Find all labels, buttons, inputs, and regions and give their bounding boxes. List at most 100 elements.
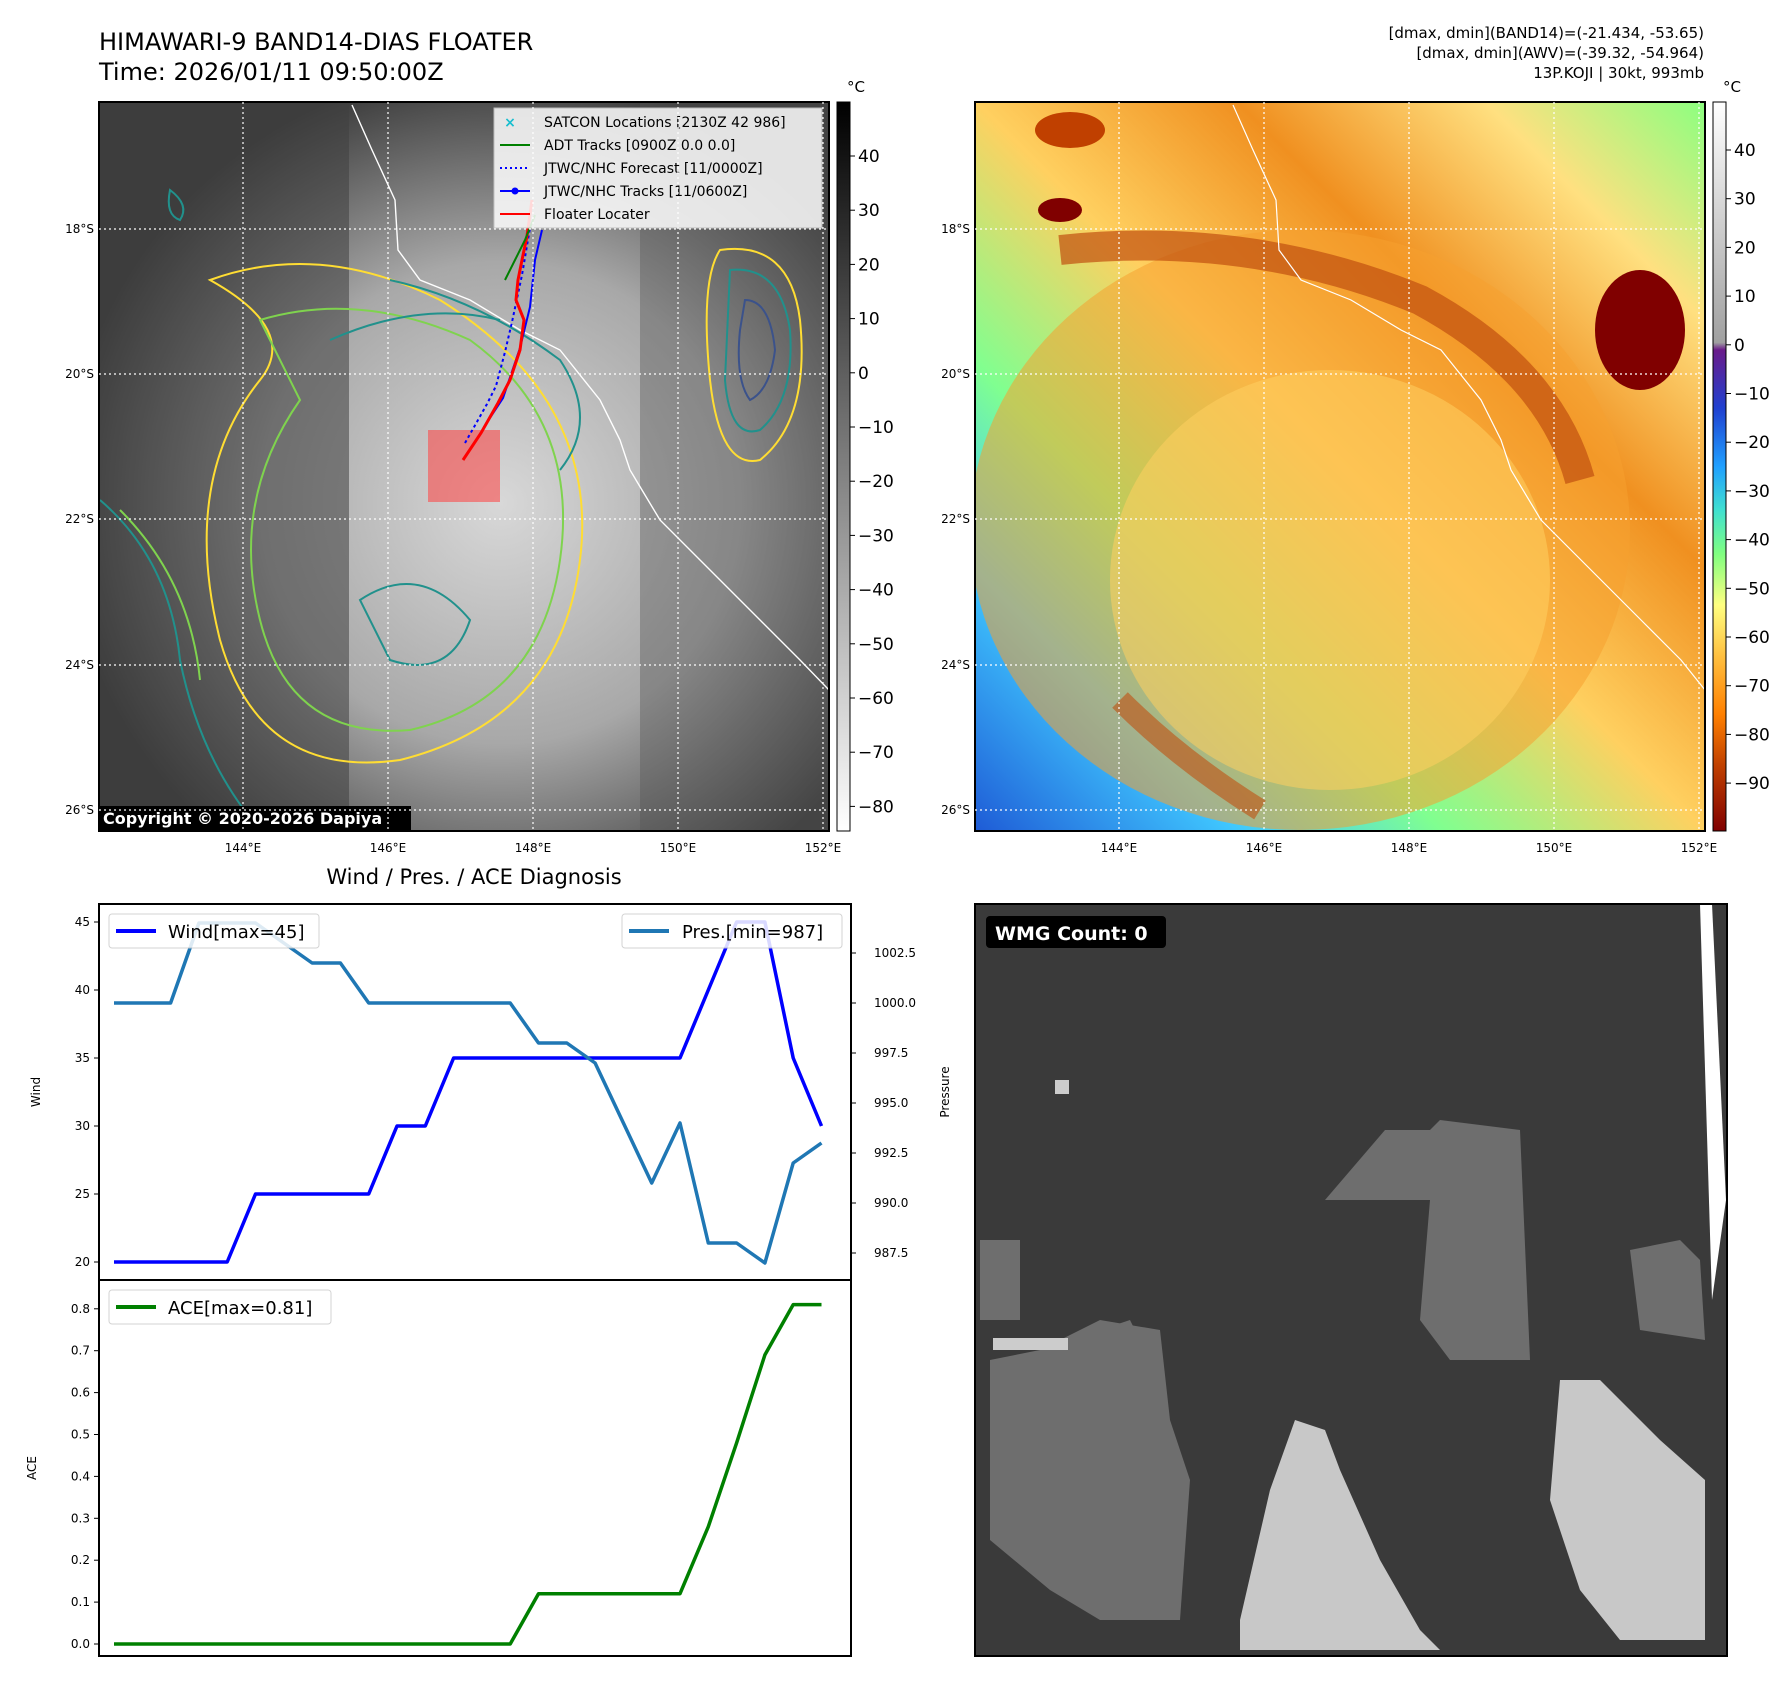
pressure-tick-label: 990.0	[874, 1196, 908, 1210]
map-gridlines: 18°S 18°S 20°S 20°S 22°S 22°S 24°S 24°S 26°S 26°S…	[65, 102, 1717, 855]
map-legend: × SATCON Locations [2130Z 42 986] ADT Trac…	[493, 107, 823, 229]
pressure-tick-label: 987.5	[874, 1246, 908, 1260]
ace-tick-label: 0.6	[71, 1386, 90, 1400]
colorbar-left: °C 40 30 20 10 0 −10 −20 −30 −40 −50 −60 −70 −80	[836, 78, 894, 832]
lat-label: 20°S	[941, 367, 970, 381]
colorbar-tick-label: −50	[858, 635, 894, 655]
lat-label: 22°S	[65, 512, 94, 526]
colorbar-tick-label: 10	[858, 310, 880, 330]
pressure-tick-label: 992.5	[874, 1146, 908, 1160]
wind-tick-label: 30	[75, 1119, 90, 1133]
colorbar-left-unit: °C	[847, 78, 865, 96]
colorbar-right-unit: °C	[1723, 78, 1741, 96]
pressure-tick-label: 1000.0	[874, 996, 916, 1010]
ace-tick-label: 0.1	[71, 1595, 90, 1609]
colorbar-tick-label: −80	[858, 797, 894, 817]
colorbar-tick-label: −70	[1734, 677, 1770, 697]
colorbar-tick-label: −50	[1734, 579, 1770, 599]
colorbar-tick-label: 20	[1734, 238, 1756, 258]
ace-tick-label: 0.7	[71, 1344, 90, 1358]
wind-ylabel: Wind	[29, 1077, 43, 1107]
lon-label: 150°E	[660, 841, 697, 855]
legend-label: JTWC/NHC Tracks [11/0600Z]	[543, 184, 747, 200]
ace-legend: ACE[max=0.81]	[168, 1298, 312, 1319]
colorbar-tick-label: 20	[858, 255, 880, 275]
diagnosis-title: Wind / Pres. / ACE Diagnosis	[326, 865, 621, 889]
colorbar-tick-label: 0	[1734, 336, 1745, 356]
pressure-tick-label: 995.0	[874, 1096, 908, 1110]
lat-label: 18°S	[65, 222, 94, 236]
lat-label: 20°S	[65, 367, 94, 381]
wind-tick-label: 35	[75, 1051, 90, 1065]
colorbar-tick-label: −40	[858, 581, 894, 601]
legend-marker	[511, 187, 519, 195]
colorbar-tick-label: −40	[1734, 531, 1770, 551]
pressure-tick-label: 1002.5	[874, 946, 916, 960]
ace-series	[114, 1302, 822, 1646]
stats-band14: [dmax, dmin](BAND14)=(-21.434, -53.65)	[1389, 24, 1704, 42]
ace-tick-label: 0.3	[71, 1511, 90, 1525]
ace-tick-label: 0.2	[71, 1553, 90, 1567]
wind-tick-label: 20	[75, 1255, 90, 1269]
colorbar-tick-label: −90	[1734, 774, 1770, 794]
wind-tick-label: 40	[75, 983, 90, 997]
lat-label: 26°S	[941, 803, 970, 817]
colorbar-tick-label: 40	[858, 147, 880, 167]
lon-label: 150°E	[1536, 841, 1573, 855]
colorbar-tick-label: 40	[1734, 141, 1756, 161]
wind-series	[114, 920, 824, 1264]
wmg-panel: WMG Count: 0	[974, 903, 1728, 1657]
storm-info: 13P.KOJI | 30kt, 993mb	[1533, 64, 1704, 82]
colorbar-tick-label: −10	[1734, 385, 1770, 405]
wmg-count-label: WMG Count: 0	[995, 923, 1148, 945]
wind-tick-label: 45	[75, 915, 90, 929]
ace-tick-label: 0.5	[71, 1428, 90, 1442]
legend-label: ADT Tracks [0900Z 0.0 0.0]	[544, 138, 735, 154]
legend-label: JTWC/NHC Forecast [11/0000Z]	[543, 161, 763, 177]
colorbar-tick-label: −10	[858, 418, 894, 438]
lon-label: 152°E	[1681, 841, 1718, 855]
ace-tick-label: 0.8	[71, 1302, 90, 1316]
colorbar-tick-label: −20	[1734, 433, 1770, 453]
lat-label: 24°S	[65, 658, 94, 672]
colorbar-tick-label: −30	[858, 526, 894, 546]
lat-label: 24°S	[941, 658, 970, 672]
legend-label: SATCON Locations [2130Z 42 986]	[544, 115, 786, 131]
lon-label: 148°E	[1391, 841, 1428, 855]
colorbar-right: °C 40 30 20 10 0 −10 −20 −30 −40 −50 −60 −70 −80 −90	[1712, 78, 1770, 832]
stats-awv: [dmax, dmin](AWV)=(-39.32, -54.964)	[1416, 44, 1704, 62]
colorbar-tick-label: −70	[858, 743, 894, 763]
colorbar-tick-label: 10	[1734, 287, 1756, 307]
wind-tick-label: 25	[75, 1187, 90, 1201]
pressure-tick-label: 997.5	[874, 1046, 908, 1060]
wmg-count-badge	[986, 916, 1166, 948]
colorbar-tick-label: −20	[858, 472, 894, 492]
colorbar-tick-label: 0	[858, 364, 869, 384]
wind-pressure-panel: 45 40 35 30 25 20 1002.5 1000.0 997.5 995.0 992.5…	[29, 903, 952, 1281]
lat-label: 22°S	[941, 512, 970, 526]
lon-label: 148°E	[515, 841, 552, 855]
satcon-marker: ×	[504, 115, 516, 131]
lon-label: 146°E	[370, 841, 407, 855]
chart-title: HIMAWARI-9 BAND14-DIAS FLOATER	[99, 28, 533, 56]
lon-label: 144°E	[1101, 841, 1138, 855]
colorbar-tick-label: −80	[1734, 725, 1770, 745]
colorbar-tick-label: −60	[1734, 628, 1770, 648]
pressure-legend: Pres.[min=987]	[682, 922, 823, 943]
pressure-ylabel: Pressure	[938, 1066, 952, 1117]
lat-label: 26°S	[65, 803, 94, 817]
colorbar-tick-label: 30	[858, 201, 880, 221]
chart-time: Time: 2026/01/11 09:50:00Z	[98, 58, 444, 86]
lon-label: 152°E	[805, 841, 842, 855]
ace-tick-label: 0.0	[71, 1637, 90, 1651]
lon-label: 146°E	[1246, 841, 1283, 855]
ace-tick-label: 0.4	[71, 1469, 90, 1483]
ace-panel: 0.8 0.7 0.6 0.5 0.4 0.3 0.2 0.1 0.0 ACE ACE[max=…	[25, 1279, 852, 1657]
lon-label: 144°E	[225, 841, 262, 855]
ace-ylabel: ACE	[25, 1456, 39, 1480]
colorbar-tick-label: 30	[1734, 190, 1756, 210]
colorbar-tick-label: −60	[858, 689, 894, 709]
lat-label: 18°S	[941, 222, 970, 236]
legend-label: Floater Locater	[544, 207, 650, 223]
colorbar-tick-label: −30	[1734, 482, 1770, 502]
